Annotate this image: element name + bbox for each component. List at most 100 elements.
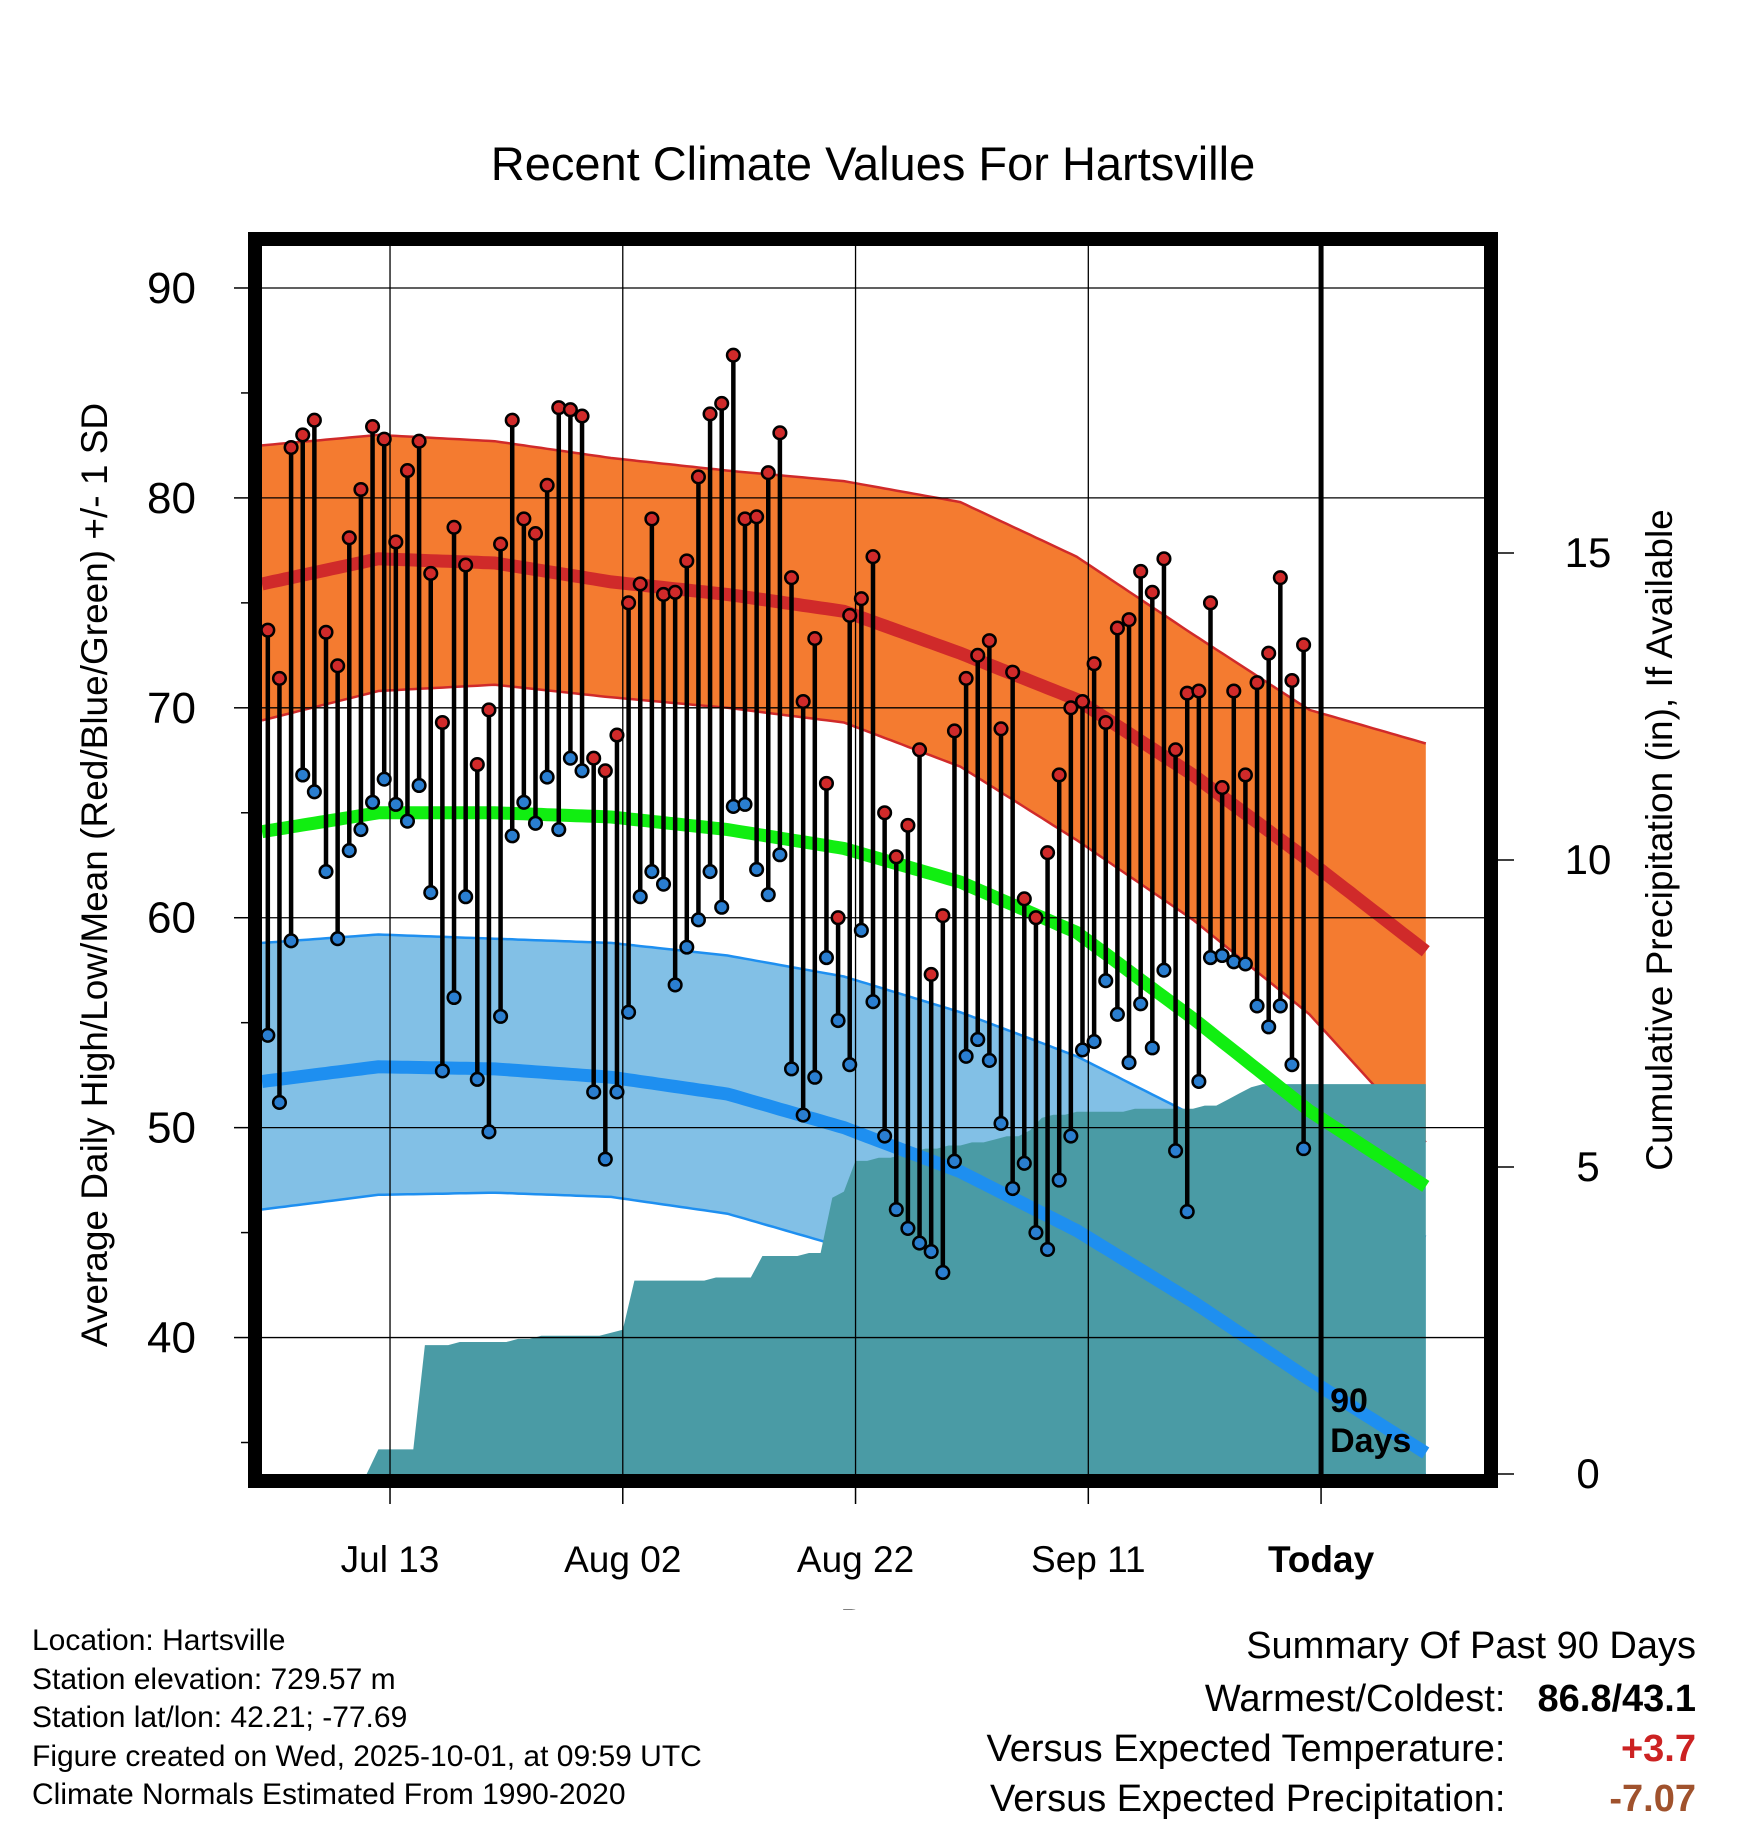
daily-low-point [1284,1057,1300,1073]
y2-axis-label: Cumulative Precipitation (in), If Availa… [1639,509,1680,1171]
daily-low-point [1086,1034,1102,1050]
daily-high-point [1214,780,1230,796]
daily-low-point [1272,998,1288,1014]
daily-low-point [365,794,381,810]
today-days-number: 90 [1330,1382,1368,1420]
daily-high-point [1051,767,1067,783]
y-tick-label: 40 [147,1314,196,1363]
x-tick-label: Jul 13 [341,1539,440,1580]
daily-high-point [807,630,823,647]
daily-low-point [853,922,869,938]
y-tick-label: 80 [147,474,196,523]
latlon-text: Station lat/lon: 42.21; -77.69 [32,1701,408,1734]
daily-high-point [993,721,1009,737]
daily-low-point [1144,1040,1160,1056]
daily-low-point [551,822,567,838]
daily-low-point [353,822,369,838]
daily-low-point [481,1124,497,1140]
daily-high-point [935,908,951,924]
daily-low-point [1074,1042,1091,1058]
daily-high-point [539,477,555,493]
daily-low-point [1028,1225,1044,1241]
daily-low-point [888,1201,904,1218]
y-tick-label: 70 [147,684,196,733]
daily-low-point [493,1008,509,1024]
daily-low-point [516,794,532,810]
daily-high-point [341,530,357,546]
y-tick-label: 50 [147,1104,196,1153]
daily-high-point [318,624,334,640]
daily-high-point [469,756,485,773]
daily-high-point [830,910,846,926]
daily-high-point [262,622,276,638]
plot-area [262,246,1484,1474]
daily-low-point [1156,962,1172,978]
daily-high-point [690,469,706,485]
daily-high-point [877,805,893,821]
daily-high-point [283,439,299,456]
daily-high-point [1226,683,1242,699]
daily-high-point [1063,700,1079,716]
precip-anomaly-label: Versus Expected Precipitation: [990,1778,1506,1820]
daily-high-point [434,714,450,731]
y-tick-label: 60 [147,894,196,943]
daily-low-point [760,887,776,903]
daily-low-point [1249,998,1265,1014]
daily-high-point [621,595,637,611]
daily-low-point [376,771,392,787]
daily-low-point [1098,973,1114,989]
daily-low-point [912,1235,928,1251]
daily-high-point [795,693,811,710]
high-band-upper-edge [262,433,1427,745]
daily-low-point [469,1071,485,1087]
daily-observations [262,347,1312,1281]
daily-high-point [702,406,718,422]
daily-low-point [1133,996,1149,1012]
daily-low-point [399,813,416,829]
daily-low-point [1016,1155,1032,1171]
daily-high-point [376,431,392,447]
daily-high-point [1005,664,1021,680]
daily-low-point [597,1151,613,1167]
daily-high-point [271,670,288,686]
daily-low-point [981,1052,997,1069]
daily-high-point [1028,910,1044,926]
daily-low-point [1237,956,1253,972]
precip-anomaly-row: Versus Expected Precipitation: -7.07 [987,1774,1696,1824]
x-tick-label: Today [1268,1539,1375,1580]
daily-high-point [527,526,544,542]
daily-low-point [1179,1204,1195,1220]
daily-high-point [1202,595,1219,611]
elevation-text: Station elevation: 729.57 m [32,1662,396,1696]
daily-low-point [306,784,322,800]
daily-low-point [830,1013,846,1029]
daily-high-point [1191,683,1207,699]
daily-high-point [295,427,311,443]
daily-high-point [912,742,928,758]
daily-high-point [1284,672,1300,689]
daily-low-point [795,1107,811,1123]
temp-anomaly-row: Versus Expected Temperature: +3.7 [987,1724,1696,1774]
daily-low-point [388,796,404,812]
daily-high-point [1261,645,1277,661]
station-info: Location: Hartsville Station elevation: … [32,1622,702,1815]
daily-low-point [411,777,427,794]
daily-low-point [644,863,660,880]
daily-low-point [458,889,474,905]
daily-low-point [434,1063,450,1079]
daily-low-point [341,843,357,859]
y2-tick-label: 15 [1565,529,1612,576]
daily-low-point [1051,1172,1067,1188]
daily-high-point [725,347,741,363]
daily-high-point [411,433,427,449]
daily-high-point [853,591,869,607]
daily-low-point [783,1061,800,1077]
daily-low-point [667,977,683,993]
temp-anomaly-label: Versus Expected Temperature: [986,1728,1506,1770]
x-tick-label: Aug 22 [797,1539,914,1580]
daily-low-point [900,1220,916,1236]
daily-high-point [353,481,369,498]
daily-high-point [1156,551,1172,567]
daily-low-point [295,767,311,783]
